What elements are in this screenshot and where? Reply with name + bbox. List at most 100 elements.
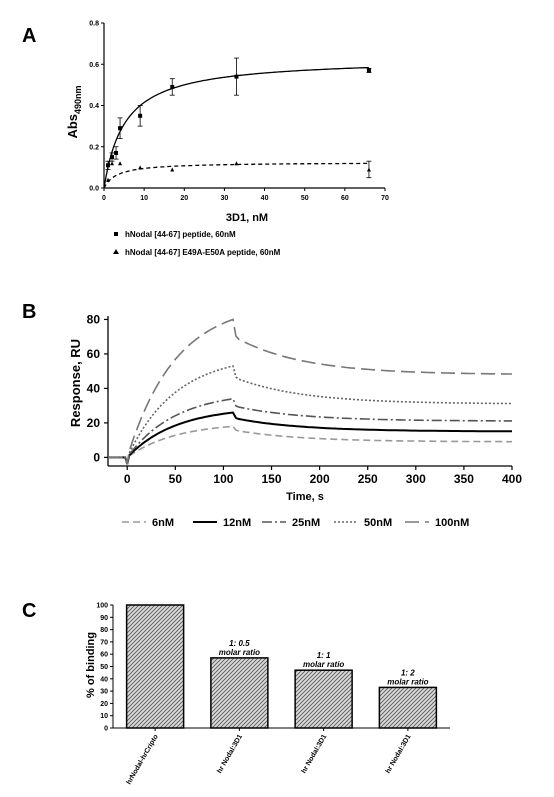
chart-a-point-square [110, 155, 115, 160]
chart-c-ticks: 0 10 20 30 40 50 60 70 80 90 100 [96, 603, 113, 733]
chart-c-bar-0 [125, 604, 185, 729]
chart-c-ytick-label: 40 [100, 676, 108, 683]
chart-a-xtick-label: 50 [301, 195, 309, 202]
chart-b-lines [108, 318, 512, 465]
chart-c-xtick-label-3: hr Nodal:3D1 [385, 733, 413, 774]
chart-a-ytick-label: 0.6 [89, 62, 99, 69]
chart-b-ytick-label: 20 [87, 416, 101, 430]
chart-b-xtick-label: 400 [502, 472, 522, 486]
chart-c-bar-annotation-3: 1: 2 [401, 668, 415, 677]
chart-b-xtick-label: 50 [169, 472, 183, 486]
chart-c-bar-annotation-sub-1: molar ratio [219, 648, 260, 657]
legend-a-marker-triangle [113, 249, 119, 254]
chart-c-bar-2 [294, 669, 353, 729]
chart-b-legend-label-4: 100nM [435, 517, 469, 529]
chart-a-point-triangle [118, 161, 123, 166]
chart-b-xtick-label: 150 [262, 472, 282, 486]
chart-c-bar-3 [378, 686, 438, 729]
chart-c-bar-annotation-1: 1: 0.5 [229, 639, 250, 648]
chart-b-xtick-label: 200 [310, 472, 330, 486]
panel-label-a: A [22, 25, 36, 47]
chart-c-ylabel: % of binding [85, 632, 97, 698]
chart-a-point-triangle [106, 177, 111, 182]
chart-b-axes [107, 316, 512, 467]
chart-c-ytick-label: 50 [100, 664, 108, 671]
chart-b-series-line-50nM [108, 365, 512, 465]
chart-c-xtick-label-1: hr Nodal:3D1 [216, 733, 244, 774]
chart-a-point-square [234, 74, 239, 79]
chart-a-xtick-label: 60 [341, 195, 349, 202]
chart-b-ylabel: Response, RU [68, 339, 83, 427]
chart-a-xtick-label: 70 [381, 195, 389, 202]
chart-a-xtick-label: 10 [140, 195, 148, 202]
chart-a-point-square [366, 68, 371, 73]
chart-c-ytick-label: 30 [100, 689, 108, 696]
chart-b-xtick-label: 100 [213, 472, 233, 486]
chart-a-point-triangle [138, 165, 143, 170]
chart-a-xtick-label: 40 [261, 195, 269, 202]
chart-a-xtick-label: 30 [221, 195, 229, 202]
chart-c: 0 10 20 30 40 50 60 70 80 90 100 hrNodal-hrCripto h… [85, 603, 450, 786]
chart-a-point-triangle [170, 167, 175, 172]
chart-b-legend-label-0: 6nM [152, 517, 174, 529]
panel-label-c: C [22, 600, 36, 622]
chart-a-point-square [118, 126, 123, 131]
chart-b-ytick-label: 80 [87, 312, 101, 326]
legend-a-label-1: hNodal [44-67] E49A-E50A peptide, 60nM [125, 248, 281, 257]
chart-a-point-square [170, 84, 175, 89]
chart-a-point-square [114, 150, 119, 155]
chart-b-legend: 6nM 12nM 25nM 50nM 100nM [122, 517, 469, 529]
chart-c-ytick-label: 10 [100, 713, 108, 720]
chart-c-bar-annotation-sub-3: molar ratio [387, 677, 428, 686]
chart-a-point-triangle [110, 161, 115, 166]
chart-a-fit-line-1 [103, 162, 369, 189]
chart-b-legend-label-2: 25nM [292, 517, 320, 529]
chart-b-series-line-12nM [108, 411, 512, 465]
chart-b-xtick-label: 250 [358, 472, 378, 486]
chart-b-legend-label-3: 50nM [364, 517, 392, 529]
chart-a: 0 10 20 30 40 50 60 700.00.20.40.60.8 Abs490nm … [65, 21, 389, 258]
chart-a-point-square [106, 163, 111, 168]
chart-c-xtick-label-2: hr Nodal:3D1 [301, 733, 329, 774]
chart-c-bar-annotation-sub-2: molar ratio [303, 660, 344, 669]
chart-c-ytick-label: 60 [100, 652, 108, 659]
chart-a-ytick-label: 0.4 [89, 103, 99, 110]
chart-b-ytick-label: 40 [87, 381, 101, 395]
chart-a-marks [105, 57, 372, 182]
chart-c-bar-annotation-2: 1: 1 [317, 651, 331, 660]
chart-a-ytick-label: 0.0 [89, 186, 99, 193]
chart-a-ytick-label: 0.2 [89, 144, 99, 151]
chart-b-series-line-25nM [108, 397, 512, 465]
chart-c-bar-1 [210, 657, 269, 729]
chart-b-ytick-label: 60 [87, 347, 101, 361]
panel-label-b: B [22, 301, 36, 323]
chart-a-point-triangle [234, 161, 239, 166]
chart-b-ticks: 0 50 100 150 200 250 300 350 400 0 20 40 60 80 [87, 312, 523, 486]
chart-a-ytick-label: 0.8 [89, 21, 99, 28]
chart-c-ytick-label: 70 [100, 639, 108, 646]
chart-b-xtick-label: 300 [406, 472, 426, 486]
chart-b-ytick-label: 0 [93, 450, 100, 464]
chart-c-ytick-label: 0 [104, 726, 108, 733]
chart-a-ylabel: Abs490nm [65, 85, 83, 138]
chart-a-point-square [138, 113, 143, 118]
chart-b-xtick-label: 350 [454, 472, 474, 486]
chart-a-xtick-label: 0 [102, 195, 106, 202]
chart-b-xlabel: Time, s [286, 491, 324, 503]
chart-a-ticks: 0 10 20 30 40 50 60 70 0.0 0.2 0.4 0.6 0.8 [89, 21, 389, 203]
chart-c-ytick-label: 100 [96, 603, 108, 610]
legend-a-marker-square [114, 232, 118, 236]
chart-c-ytick-label: 20 [100, 701, 108, 708]
chart-a-legend: hNodal [44-67] peptide, 60nM hNodal [44-… [113, 230, 281, 257]
chart-b-legend-label-1: 12nM [223, 517, 251, 529]
chart-c-ytick-label: 80 [100, 627, 108, 634]
chart-c-xtick-label-0: hrNodal-hrCripto [126, 734, 160, 786]
chart-a-xtick-label: 20 [180, 195, 188, 202]
chart-a-point-triangle [366, 167, 371, 172]
chart-b: 0 50 100 150 200 250 300 350 400 0 20 40 60 80 Respon… [68, 312, 522, 529]
chart-a-xlabel: 3D1, nM [226, 212, 268, 224]
chart-b-xtick-label: 0 [124, 472, 131, 486]
legend-a-label-0: hNodal [44-67] peptide, 60nM [125, 230, 236, 239]
